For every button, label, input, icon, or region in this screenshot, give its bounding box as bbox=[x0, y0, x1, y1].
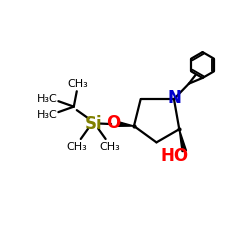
Text: CH₃: CH₃ bbox=[68, 79, 88, 89]
Text: Si: Si bbox=[84, 114, 102, 132]
Text: CH₃: CH₃ bbox=[67, 142, 87, 152]
Polygon shape bbox=[179, 129, 186, 152]
Text: HO: HO bbox=[161, 146, 189, 164]
Text: H₃C: H₃C bbox=[37, 94, 58, 104]
Text: CH₃: CH₃ bbox=[99, 142, 120, 152]
Text: O: O bbox=[106, 114, 121, 132]
Polygon shape bbox=[118, 122, 134, 126]
Text: N: N bbox=[168, 89, 182, 107]
Text: H₃C: H₃C bbox=[37, 110, 58, 120]
